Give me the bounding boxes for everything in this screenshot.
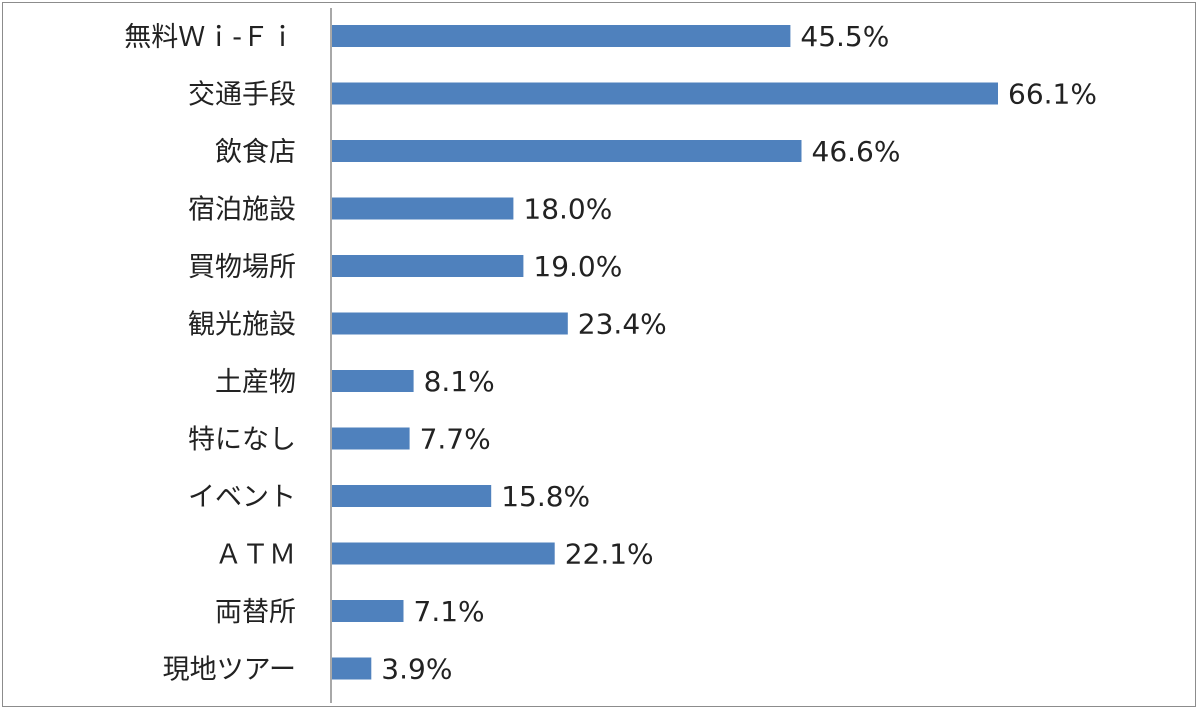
category-label-1: 交通手段 (188, 80, 296, 111)
bar-0 (332, 25, 791, 47)
value-label-0: 45.5% (800, 20, 889, 53)
value-label-7: 7.7% (420, 423, 491, 456)
bar-3 (332, 197, 514, 220)
category-label-2: 飲食店 (215, 137, 296, 168)
bar-2 (332, 140, 802, 162)
value-label-10: 7.1% (414, 595, 485, 628)
category-label-10: 両替所 (215, 597, 296, 628)
value-label-6: 8.1% (424, 365, 495, 398)
category-label-6: 土産物 (215, 367, 296, 398)
category-label-4: 買物場所 (188, 252, 296, 283)
bar-5 (332, 312, 568, 335)
value-label-5: 23.4% (578, 308, 667, 341)
bar-8 (332, 485, 492, 507)
value-label-8: 15.8% (501, 480, 590, 513)
category-label-11: 現地ツアー (163, 655, 296, 686)
category-label-9: ＡＴＭ (215, 540, 296, 571)
value-label-1: 66.1% (1008, 78, 1097, 111)
bar-11 (332, 657, 372, 680)
category-label-8: イベント (188, 482, 296, 513)
category-label-3: 宿泊施設 (188, 195, 296, 226)
value-label-11: 3.9% (381, 653, 452, 686)
value-label-9: 22.1% (565, 538, 654, 571)
category-label-5: 観光施設 (188, 310, 296, 341)
value-label-4: 19.0% (533, 250, 622, 283)
bar-10 (332, 600, 404, 622)
value-labels: 45.5% 66.1% 46.6% 18.0% 19.0% 23.4% 8.1% 7.7% 15… (381, 20, 1097, 686)
bar-7 (332, 427, 410, 450)
bar-9 (332, 542, 555, 565)
category-label-0: 無料Ｗｉ-Ｆｉ (124, 22, 296, 53)
bar-4 (332, 255, 524, 277)
bars-group (332, 25, 998, 680)
value-label-3: 18.0% (523, 193, 612, 226)
category-label-7: 特になし (188, 425, 296, 456)
value-label-2: 46.6% (812, 135, 901, 168)
bar-6 (332, 370, 414, 392)
bar-1 (332, 82, 998, 105)
